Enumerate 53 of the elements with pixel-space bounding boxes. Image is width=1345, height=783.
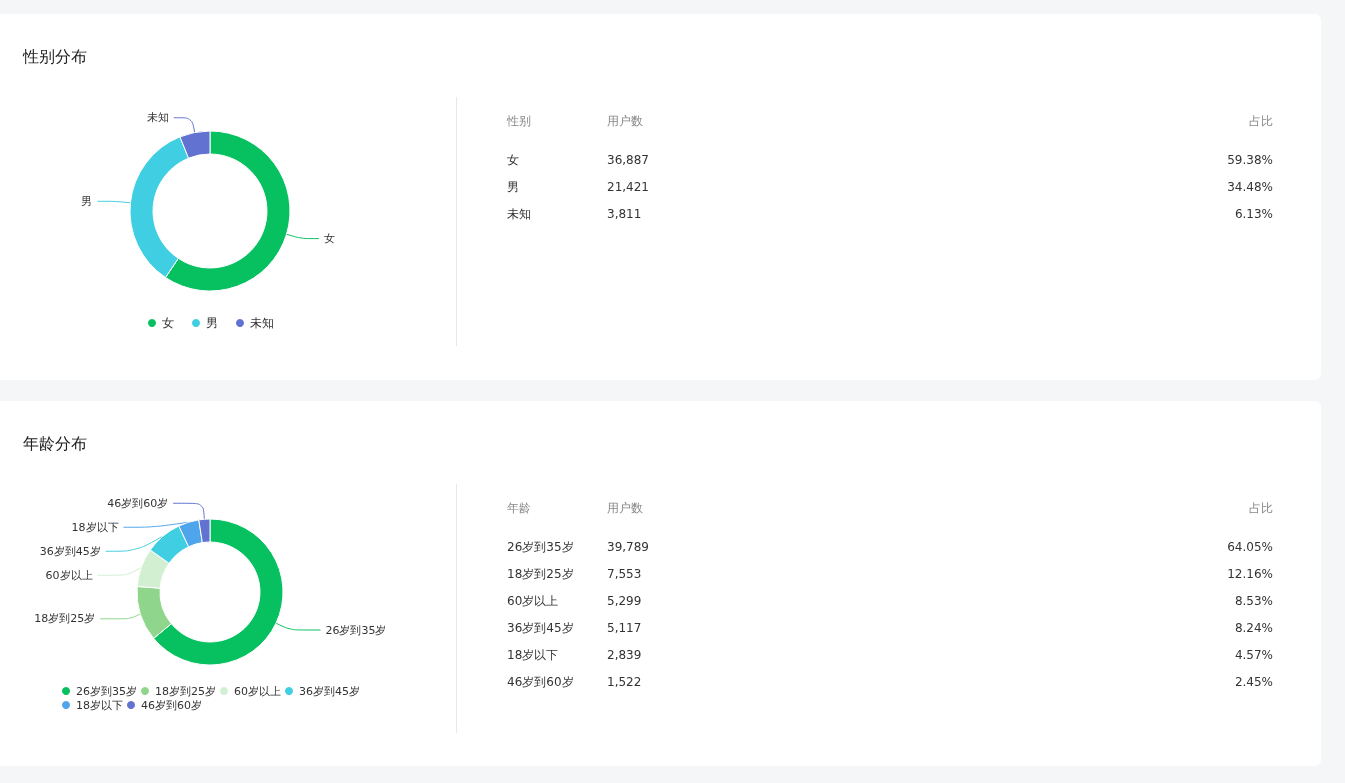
slice-label: 26岁到35岁 [325, 623, 387, 637]
legend-label: 未知 [250, 316, 274, 330]
text: 性别 [507, 113, 531, 129]
text: 18岁到25岁 [507, 566, 574, 582]
slice-label: 60岁以上 [45, 568, 93, 582]
text: 5,299 [607, 593, 642, 609]
text: 12.16% [1227, 566, 1273, 582]
legend-label: 18岁到25岁 [155, 684, 216, 698]
text: 用户数 [607, 113, 643, 129]
text: 6.13% [1234, 206, 1273, 222]
legend-label: 女 [162, 316, 174, 330]
text: 4.57% [1234, 647, 1273, 663]
text: 8.53% [1234, 593, 1273, 609]
text: 59.38% [1227, 152, 1273, 168]
slice-label: 18岁到25岁 [34, 612, 96, 626]
text: 21,421 [607, 179, 649, 195]
text: 46岁到60岁 [507, 674, 574, 690]
text: 占比 [1249, 500, 1273, 516]
legend-label: 18岁以下 [76, 698, 124, 712]
legend-label: 36岁到45岁 [299, 684, 360, 698]
slice-label: 女 [323, 232, 335, 246]
legend-label: 男 [206, 316, 218, 330]
text: 3,811 [607, 206, 642, 222]
slice-label: 18岁以下 [71, 520, 119, 534]
slice-label: 未知 [146, 111, 169, 125]
slice-label: 46岁到60岁 [107, 496, 169, 510]
chart-title: 性别分布 [22, 46, 87, 66]
text: 26岁到35岁 [507, 539, 574, 555]
text: 5,117 [607, 620, 642, 636]
text: 年龄 [507, 500, 531, 516]
slice-label: 男 [81, 194, 93, 208]
text: 2.45% [1234, 674, 1273, 690]
legend-label: 26岁到35岁 [76, 684, 138, 698]
text: 2,839 [607, 647, 642, 663]
text: 女 [507, 152, 519, 168]
text: 8.24% [1234, 620, 1273, 636]
text: 男 [507, 179, 519, 195]
text: 64.05% [1227, 539, 1273, 555]
text: 36,887 [607, 152, 649, 168]
text: 未知 [507, 206, 531, 222]
text: 39,789 [607, 539, 649, 555]
text: 7,553 [607, 566, 642, 582]
text: 60岁以上 [507, 593, 559, 609]
text: 36岁到45岁 [507, 620, 574, 636]
chart-title: 年龄分布 [23, 433, 87, 453]
text: 1,522 [607, 674, 642, 690]
text: 18岁以下 [507, 647, 559, 663]
text: 用户数 [607, 500, 643, 516]
legend-label: 60岁以上 [234, 684, 281, 698]
legend-label: 46岁到60岁 [141, 698, 203, 712]
text: 34.48% [1227, 179, 1273, 195]
text: 占比 [1249, 113, 1273, 129]
slice-label: 36岁到45岁 [39, 544, 101, 558]
